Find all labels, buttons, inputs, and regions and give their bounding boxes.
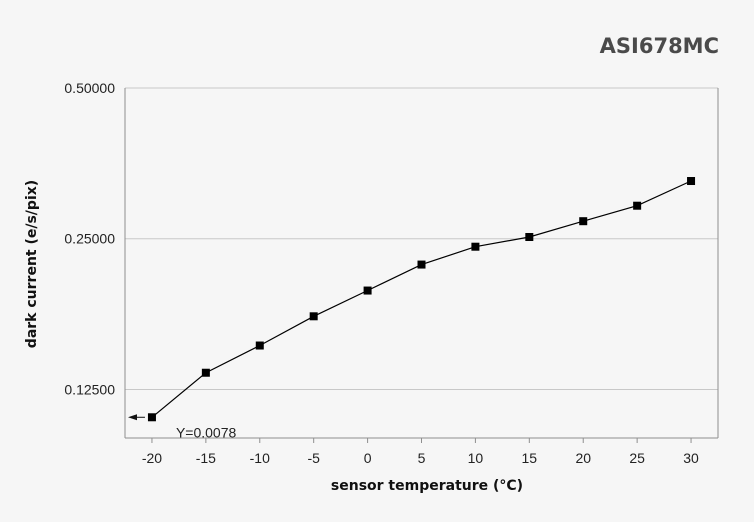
x-tick-label: 0 xyxy=(364,450,372,466)
x-tick-label: -10 xyxy=(250,450,270,466)
x-tick-label: 20 xyxy=(575,450,591,466)
data-point-marker xyxy=(687,177,696,186)
x-tick-label: -15 xyxy=(196,450,216,466)
data-point-marker xyxy=(525,233,534,242)
y-tick-label: 0.25000 xyxy=(64,231,115,247)
data-point-marker xyxy=(255,341,264,350)
annotation-arrowhead xyxy=(128,414,137,421)
series-group xyxy=(147,177,696,422)
data-point-marker xyxy=(147,413,156,422)
x-tick-label: -20 xyxy=(142,450,162,466)
gridlines xyxy=(125,87,718,390)
annotation-label: Y=0.0078 xyxy=(176,424,237,440)
data-point-marker xyxy=(471,242,480,251)
y-axis-ticks: 0.12500 0.25000 0.50000 xyxy=(64,80,115,397)
x-tick-label: 25 xyxy=(629,450,645,466)
annotation-group: Y=0.0078 xyxy=(128,414,237,440)
x-tick-label: 15 xyxy=(522,450,538,466)
x-tick-label: -5 xyxy=(307,450,320,466)
x-tick-label: 10 xyxy=(468,450,484,466)
series-line xyxy=(151,180,692,418)
data-point-marker xyxy=(579,217,588,226)
data-point-marker xyxy=(201,368,210,377)
x-axis-ticks: -20 -15 -10 -5 0 5 10 15 20 25 30 xyxy=(142,438,699,466)
y-tick-label: 0.50000 xyxy=(64,80,115,96)
data-point-marker xyxy=(309,312,318,321)
data-point-marker xyxy=(633,201,642,210)
x-axis-title: sensor temperature (°C) xyxy=(331,478,523,494)
x-tick-label: 30 xyxy=(683,450,699,466)
x-tick-label: 5 xyxy=(418,450,426,466)
y-axis-title: dark current (e/s/pix) xyxy=(24,180,40,348)
data-point-marker xyxy=(363,286,372,295)
y-tick-label: 0.12500 xyxy=(64,381,115,397)
model-title: ASI678MC xyxy=(600,34,719,58)
data-point-marker xyxy=(417,260,426,269)
